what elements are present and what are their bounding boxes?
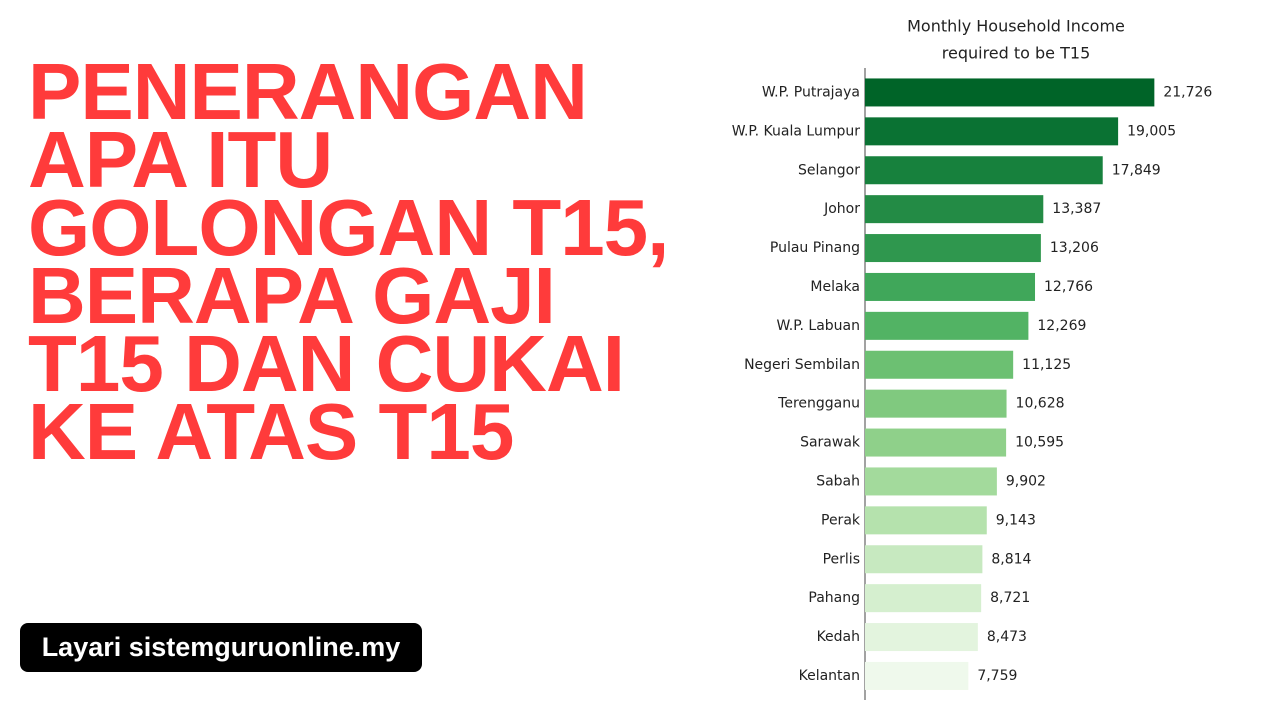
bar	[865, 428, 1007, 457]
headline-line: T15 DAN CUKAI	[28, 319, 625, 408]
headline-line: BERAPA GAJI	[28, 251, 556, 340]
bar	[865, 584, 982, 613]
y-tick-label: Perak	[821, 512, 861, 528]
y-tick-label: W.P. Putrajaya	[762, 84, 860, 100]
y-tick-label: Sabah	[816, 473, 860, 489]
y-tick-label: Kelantan	[799, 668, 860, 684]
value-label: 12,766	[1044, 279, 1093, 295]
headline-line: APA ITU	[28, 115, 333, 204]
bar	[865, 156, 1103, 185]
chart-title: Monthly Household Income	[907, 17, 1125, 36]
bar	[865, 78, 1155, 107]
value-label: 11,125	[1022, 357, 1071, 373]
value-label: 8,473	[987, 629, 1027, 645]
value-label: 10,628	[1016, 396, 1065, 412]
y-tick-label: Johor	[823, 201, 860, 217]
bar	[865, 389, 1007, 418]
value-label: 8,814	[991, 551, 1031, 567]
bar	[865, 234, 1041, 263]
value-label: 7,759	[977, 668, 1017, 684]
y-tick-label: Pahang	[808, 590, 860, 606]
headline-line: PENERANGAN	[28, 47, 588, 136]
y-tick-label: Negeri Sembilan	[744, 357, 860, 373]
bar	[865, 195, 1044, 224]
value-label: 13,387	[1052, 201, 1101, 217]
y-tick-label: Sarawak	[800, 435, 861, 451]
headline-line: KE ATAS T15	[28, 387, 514, 476]
chart-title: required to be T15	[942, 44, 1091, 63]
value-label: 12,269	[1037, 318, 1086, 334]
bar	[865, 545, 983, 574]
y-tick-label: Terengganu	[777, 396, 860, 412]
bar	[865, 272, 1036, 301]
headline: PENERANGAN APA ITU GOLONGAN T15, BERAPA GAJ…	[28, 47, 669, 476]
y-tick-label: Pulau Pinang	[770, 240, 860, 256]
bar	[865, 117, 1119, 146]
site-badge[interactable]: Layari sistemguruonline.my	[20, 623, 422, 672]
value-label: 9,902	[1006, 473, 1046, 489]
y-tick-label: W.P. Kuala Lumpur	[732, 123, 861, 139]
y-tick-label: Melaka	[810, 279, 860, 295]
bar	[865, 311, 1029, 340]
value-label: 9,143	[996, 512, 1036, 528]
value-label: 13,206	[1050, 240, 1099, 256]
value-label: 17,849	[1112, 162, 1161, 178]
headline-line: GOLONGAN T15,	[28, 183, 669, 272]
bar	[865, 350, 1014, 379]
value-label: 19,005	[1127, 123, 1176, 139]
y-tick-label: Perlis	[823, 551, 860, 567]
y-tick-label: W.P. Labuan	[777, 318, 860, 334]
y-tick-label: Kedah	[817, 629, 860, 645]
bar	[865, 661, 969, 690]
value-label: 10,595	[1015, 435, 1064, 451]
bar	[865, 467, 997, 496]
y-tick-label: Selangor	[798, 162, 860, 178]
bar	[865, 623, 978, 652]
value-label: 21,726	[1163, 84, 1212, 100]
value-label: 8,721	[990, 590, 1030, 606]
bar	[865, 506, 987, 535]
